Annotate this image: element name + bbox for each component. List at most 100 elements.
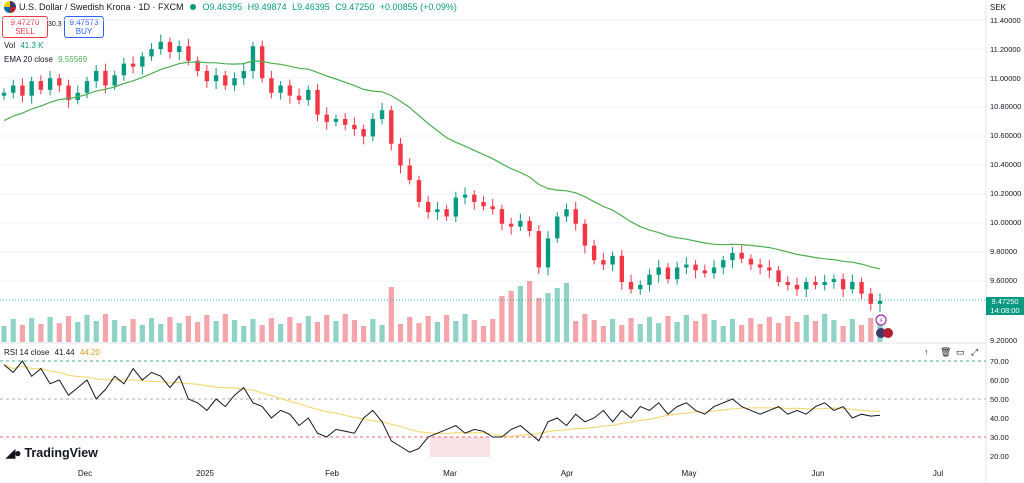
volume-bar (720, 326, 726, 342)
volume-bar (167, 317, 173, 342)
candle-body (794, 284, 800, 290)
volume-bar (84, 315, 90, 342)
candle-body (711, 267, 717, 274)
candle-body (776, 270, 781, 282)
candle-body (324, 114, 329, 122)
rsi-legend[interactable]: RSI 14 close 41.44 44.20 (4, 348, 100, 357)
candle-body (296, 95, 302, 101)
volume-bar (324, 315, 330, 342)
candle-body (527, 220, 532, 232)
candle-body (665, 267, 671, 280)
candle-body (490, 206, 495, 210)
symbol-title[interactable]: U.S. Dollar / Swedish Krona · 1D · FXCM (19, 2, 184, 12)
volume-bar (305, 316, 311, 342)
tradingview-logo[interactable]: ◢● TradingView (6, 446, 98, 460)
y-tick: 10.40000 (990, 160, 1022, 169)
volume-bar (444, 315, 450, 342)
volume-bar (296, 323, 302, 342)
candle-body (103, 70, 108, 86)
volume-legend[interactable]: Vol 41.3 K (4, 41, 44, 50)
volume-bar (646, 317, 653, 342)
candle-body (278, 85, 283, 93)
volume-bar (148, 318, 155, 342)
candle-body (628, 282, 634, 290)
volume-bar (785, 316, 791, 342)
candle-body (499, 209, 505, 224)
candle-body (186, 46, 191, 61)
volume-bar (508, 291, 514, 342)
candle-body (730, 252, 735, 261)
candle-body (813, 282, 818, 285)
sell-button[interactable]: 9.47270 SELL (2, 16, 48, 38)
volume-bar (536, 298, 542, 342)
candle-body (573, 209, 578, 224)
candle-body (1, 92, 7, 96)
y-tick: 10.80000 (990, 102, 1022, 111)
candle-body (638, 284, 643, 290)
volume-bar (822, 314, 828, 342)
volume-bar (480, 326, 487, 342)
volume-bar (130, 319, 136, 342)
volume-bar (499, 296, 505, 342)
candle-body (757, 264, 763, 268)
candle-body (444, 209, 449, 217)
volume-bar (29, 318, 35, 342)
volume-bar (231, 320, 238, 342)
volume-bar (425, 316, 431, 342)
delete-pane-icon[interactable]: 🗑 (940, 347, 952, 357)
y-tick: 9.80000 (990, 247, 1018, 256)
rsi-tick: 20.00 (990, 452, 1009, 461)
volume-bar (158, 324, 164, 342)
y-tick: 11.40000 (990, 16, 1021, 25)
y-tick: 11.00000 (990, 74, 1021, 83)
volume-bar (517, 286, 523, 342)
candle-body (47, 78, 53, 90)
market-status-icon (189, 4, 196, 10)
volume-bar (333, 321, 339, 342)
economic-event-flag-icon (876, 328, 886, 338)
volume-bar (268, 318, 275, 342)
candle-body (545, 238, 551, 268)
volume-bar (213, 321, 219, 342)
move-pane-up-icon[interactable]: ↑ (924, 347, 929, 357)
candle-body (804, 282, 809, 290)
candle-body (425, 201, 431, 213)
candle-body (84, 81, 90, 93)
buy-button[interactable]: 9.47573 BUY (64, 16, 104, 38)
candle-body (149, 49, 154, 57)
x-tick: 2025 (196, 469, 214, 478)
volume-bar (1, 326, 7, 342)
volume-bar (75, 322, 81, 342)
spread-value: 30.3 (48, 21, 62, 28)
ema-legend[interactable]: EMA 20 close 9.55569 (4, 55, 87, 64)
volume-bar (554, 288, 560, 342)
y-tick: 9.20000 (990, 336, 1018, 345)
candle-body (121, 63, 127, 76)
candle-body (859, 282, 864, 294)
volume-bar (803, 315, 809, 342)
candle-body (656, 267, 661, 275)
volume-bar (794, 322, 800, 342)
y-tick: 10.20000 (990, 189, 1022, 198)
candle-body (582, 223, 588, 246)
candle-body (536, 231, 542, 268)
ema-value: 9.55569 (58, 55, 88, 64)
candle-body (259, 46, 265, 79)
volume-bar (453, 321, 459, 342)
countdown-tag: 14:08:00 (986, 306, 1024, 315)
volume-bar (831, 320, 837, 342)
candle-body (11, 85, 16, 93)
candle-body (850, 282, 855, 290)
candle-body (177, 46, 182, 53)
collapse-pane-icon[interactable]: ▭ (956, 347, 965, 357)
candle-body (702, 270, 707, 274)
volume-bar (259, 325, 265, 342)
candle-body (868, 293, 873, 304)
maximize-pane-icon[interactable]: ⤢ (971, 347, 979, 357)
candle-body (619, 255, 625, 282)
y-tick: 11.20000 (990, 45, 1021, 54)
volume-bar (19, 325, 26, 342)
volume-bar (351, 320, 357, 342)
currency-label: SEK (990, 3, 1007, 12)
